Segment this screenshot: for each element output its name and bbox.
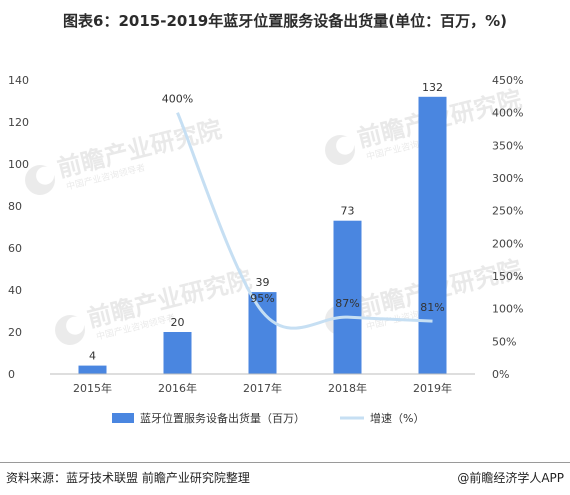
bar-value-label: 4 — [89, 350, 96, 363]
watermark-logo-icon — [325, 135, 355, 165]
bar-2018年 — [333, 220, 362, 374]
watermark-logo-icon — [55, 315, 85, 345]
left-tick-label: 40 — [8, 284, 22, 297]
right-tick-label: 450% — [492, 74, 523, 87]
x-tick-label: 2018年 — [328, 381, 367, 395]
watermark-logo-cutout — [66, 316, 85, 335]
right-tick-label: 400% — [492, 107, 523, 120]
right-tick-label: 150% — [492, 270, 523, 283]
axes-layer: 0 20 40 60 80 100 120 140 0% 50% 100% 150% 200% 250% 3… — [8, 74, 523, 395]
legend: 蓝牙位置服务设备出货量（百万） 增速（%） — [112, 411, 424, 425]
x-tick-label: 2015年 — [73, 381, 112, 395]
right-tick-label: 250% — [492, 205, 523, 218]
right-tick-label: 300% — [492, 172, 523, 185]
right-tick-label: 350% — [492, 139, 523, 152]
growth-value-label: 400% — [162, 93, 193, 106]
bar-value-label: 20 — [171, 316, 185, 329]
left-tick-label: 80 — [8, 200, 22, 213]
growth-value-label: 87% — [335, 297, 359, 310]
legend-bar-label: 蓝牙位置服务设备出货量（百万） — [140, 411, 305, 425]
chart-title: 图表6：2015-2019年蓝牙位置服务设备出货量(单位：百万，%) — [63, 12, 507, 30]
watermark-logo-cutout — [336, 136, 355, 155]
bar-2019年 — [418, 96, 447, 375]
legend-line-label: 增速（%） — [370, 411, 424, 425]
left-tick-label: 140 — [8, 74, 29, 87]
growth-line — [176, 112, 433, 330]
right-tick-label: 0% — [492, 368, 509, 381]
watermark-logo-icon — [25, 165, 55, 195]
bar-value-label: 73 — [341, 205, 355, 218]
right-tick-label: 50% — [492, 335, 516, 348]
source-text: 资料来源：蓝牙技术联盟 前瞻产业研究院整理 — [6, 471, 250, 485]
bar-value-label: 39 — [256, 276, 270, 289]
left-tick-label: 0 — [8, 368, 15, 381]
left-tick-label: 120 — [8, 116, 29, 129]
footer: 资料来源：蓝牙技术联盟 前瞻产业研究院整理 @前瞻经济学人APP — [0, 462, 570, 495]
growth-value-label: 81% — [420, 301, 444, 314]
line-layer: 400% 95% 87% 81% — [162, 93, 445, 330]
growth-value-label: 95% — [250, 292, 274, 305]
watermark-logo-cutout — [36, 166, 55, 185]
credit-text: @前瞻经济学人APP — [457, 471, 564, 485]
bar-2017年 — [248, 292, 277, 374]
left-tick-label: 100 — [8, 158, 29, 171]
left-tick-label: 20 — [8, 326, 22, 339]
right-tick-label: 100% — [492, 303, 523, 316]
x-tick-label: 2016年 — [158, 381, 197, 395]
legend-bar-swatch — [112, 413, 134, 423]
left-tick-label: 60 — [8, 242, 22, 255]
right-tick-label: 200% — [492, 237, 523, 250]
x-tick-label: 2017年 — [243, 381, 282, 395]
bar-value-label: 132 — [422, 81, 443, 94]
x-tick-label: 2019年 — [413, 381, 452, 395]
bar-2015年 — [78, 365, 107, 374]
chart-svg: 前瞻产业研究院中国产业咨询领导者前瞻产业研究院中国产业咨询领导者前瞻产业研究院中… — [8, 74, 524, 425]
bar-2016年 — [163, 332, 192, 374]
bars-layer: 4 20 39 73 132 — [78, 81, 447, 375]
